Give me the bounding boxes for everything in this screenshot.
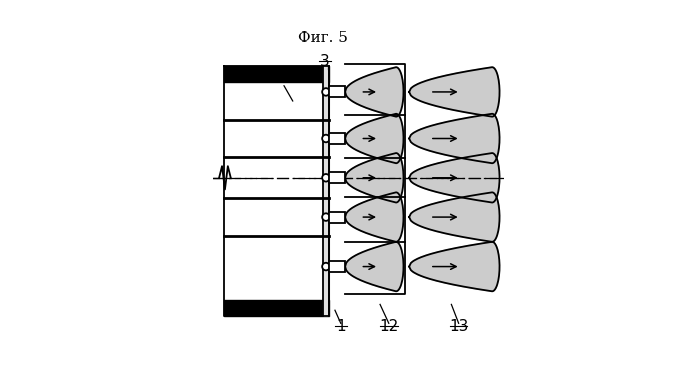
Polygon shape [409,242,500,291]
Polygon shape [409,192,500,242]
Polygon shape [345,192,403,242]
Text: 3: 3 [320,54,330,69]
Polygon shape [345,242,403,291]
Text: 4: 4 [269,70,279,85]
Text: 12: 12 [379,319,398,334]
Bar [329,212,345,223]
Circle shape [322,135,330,142]
Circle shape [322,174,330,181]
Text: 13: 13 [449,319,468,334]
Polygon shape [409,67,500,117]
Polygon shape [345,114,403,163]
Bar [329,261,345,272]
Polygon shape [409,114,500,163]
Bar [329,87,345,98]
Text: 1: 1 [336,319,345,334]
Polygon shape [345,67,403,117]
Circle shape [322,263,330,270]
Polygon shape [345,153,403,203]
Polygon shape [409,153,500,203]
Circle shape [322,213,330,221]
Text: Фиг. 5: Фиг. 5 [298,31,348,45]
Bar [329,133,345,144]
Bar [329,172,345,183]
Circle shape [322,88,330,96]
